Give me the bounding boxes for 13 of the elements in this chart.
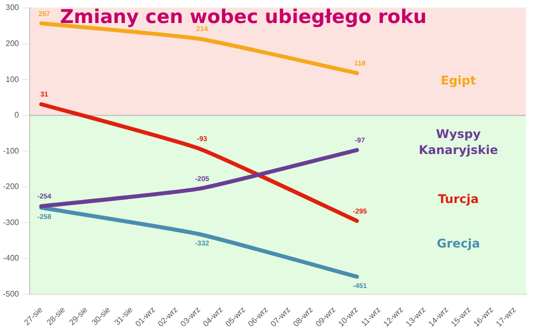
y-tick-label: -200 bbox=[2, 182, 20, 192]
text: Wyspy Kanaryjskie bbox=[418, 127, 498, 158]
text: Grecja bbox=[436, 236, 480, 251]
y-tick-label: 100 bbox=[6, 74, 20, 84]
text: Egipt bbox=[440, 74, 476, 88]
y-tick-label: 200 bbox=[6, 38, 20, 48]
y-tick-label: -400 bbox=[2, 254, 20, 263]
text: Turcja bbox=[438, 192, 479, 206]
y-tick-label: -300 bbox=[2, 218, 20, 227]
y-tick-label: 0 bbox=[14, 110, 20, 120]
y-tick-label: -100 bbox=[2, 146, 20, 156]
y-tick-label: 300 bbox=[6, 3, 20, 12]
y-tick-label: -500 bbox=[2, 289, 20, 298]
